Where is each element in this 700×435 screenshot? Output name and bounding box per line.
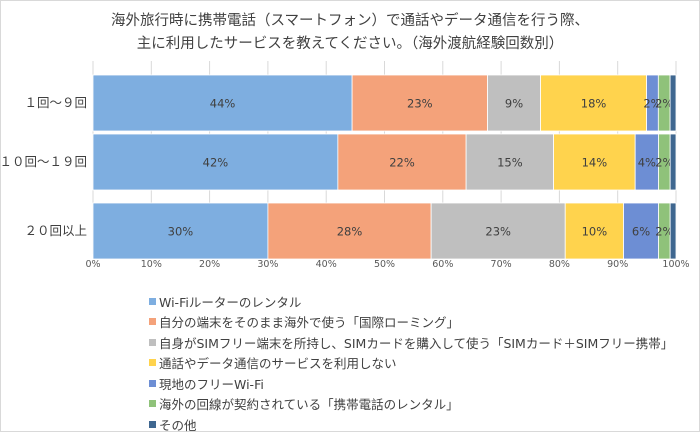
- data-label: 23%: [485, 225, 511, 239]
- data-label: 10%: [582, 225, 608, 239]
- bar-segment: [669, 133, 677, 191]
- legend-label: 通話やデータ通信のサービスを利用しない: [159, 356, 397, 372]
- bar-segment: [337, 133, 467, 191]
- legend-item: 通話やデータ通信のサービスを利用しない: [149, 353, 673, 374]
- data-label: 4%: [638, 156, 656, 170]
- bar-segment: [540, 74, 647, 132]
- legend-swatch: [149, 297, 156, 305]
- legend-swatch: [149, 359, 156, 367]
- data-label: 2%: [655, 225, 673, 239]
- data-label: 44%: [210, 97, 236, 111]
- data-label: 2%: [643, 97, 661, 111]
- category-label: １回～９回: [24, 95, 87, 110]
- legend-item: 自身がSIMフリー端末を所持し、SIMカードを購入して使う「SIMカード＋SIM…: [149, 332, 673, 353]
- chart-legend: Wi-Fiルーターのレンタル自分の端末をそのまま海外で使う「国際ローミング」自身…: [149, 291, 673, 435]
- bar-segment: [92, 133, 339, 191]
- bar-segment: [267, 202, 432, 260]
- legend-swatch: [149, 338, 156, 346]
- data-label: 2%: [655, 97, 673, 111]
- legend-label: 海外の回線が契約されている「携帯電話のレンタル」: [159, 397, 459, 413]
- data-label: 2%: [655, 156, 673, 170]
- legend-swatch: [149, 420, 156, 428]
- legend-label: 現地のフリーWi-Fi: [159, 376, 264, 392]
- legend-swatch: [149, 318, 156, 326]
- data-label: 9%: [505, 97, 523, 111]
- data-label: 28%: [337, 225, 363, 239]
- data-label: 22%: [389, 156, 415, 170]
- bar-segment: [669, 74, 677, 132]
- legend-label: Wi-Fiルーターのレンタル: [159, 294, 302, 310]
- x-tick-label: 30%: [257, 259, 278, 270]
- x-tick-label: 20%: [199, 259, 220, 270]
- data-label: 15%: [497, 156, 523, 170]
- legend-label: 自分の端末をそのまま海外で使う「国際ローミング」: [159, 315, 460, 331]
- bar-segment: [564, 202, 624, 260]
- data-label: 42%: [203, 156, 229, 170]
- legend-item: 海外の回線が契約されている「携帯電話のレンタル」: [149, 394, 673, 415]
- x-tick-label: 10%: [141, 259, 162, 270]
- chart-title-line-2: 主に利用したサービスを教えてください。（海外渡航経験回数別）: [136, 36, 564, 52]
- x-tick-label: 100%: [662, 259, 689, 270]
- data-label: 23%: [407, 97, 433, 111]
- legend-swatch: [149, 379, 156, 387]
- bar-segment: [92, 74, 353, 132]
- x-tick-label: 90%: [607, 259, 628, 270]
- x-tick-label: 40%: [316, 259, 337, 270]
- legend-item: その他: [149, 414, 673, 435]
- data-label: 14%: [582, 156, 608, 170]
- legend-label: その他: [159, 417, 197, 433]
- x-tick-label: 60%: [432, 259, 453, 270]
- x-tick-label: 80%: [549, 259, 570, 270]
- bar-segment: [92, 202, 269, 260]
- legend-item: 自分の端末をそのまま海外で使う「国際ローミング」: [149, 312, 673, 333]
- data-label: 6%: [632, 225, 650, 239]
- legend-label: 自身がSIMフリー端末を所持し、SIMカードを購入して使う「SIMカード＋SIM…: [159, 335, 674, 351]
- data-label: 30%: [168, 225, 194, 239]
- bar-segment: [669, 202, 677, 260]
- legend-item: 現地のフリーWi-Fi: [149, 373, 673, 394]
- legend-item: Wi-Fiルーターのレンタル: [149, 291, 673, 312]
- category-label: ２０回以上: [24, 223, 87, 238]
- bar-segment: [430, 202, 566, 260]
- x-tick-label: 70%: [491, 259, 512, 270]
- legend-swatch: [149, 400, 156, 408]
- data-label: 18%: [581, 97, 607, 111]
- x-tick-label: 50%: [374, 259, 395, 270]
- x-tick-label: 0%: [85, 259, 100, 270]
- bar-segment: [623, 202, 659, 260]
- bar-segment: [487, 74, 541, 132]
- chart-plot: 0% 10% 20% 30% 40% 50% 60% 70% 80% 90% 100% １回～９回 １０…: [1, 61, 690, 270]
- chart-title-line-1: 海外旅行時に携帯電話（スマートフォン）で通話やデータ通信を行う際、: [110, 13, 590, 29]
- bar-segment: [351, 74, 488, 132]
- bar-segment: [553, 133, 636, 191]
- category-label: １０回～１９回: [1, 154, 87, 169]
